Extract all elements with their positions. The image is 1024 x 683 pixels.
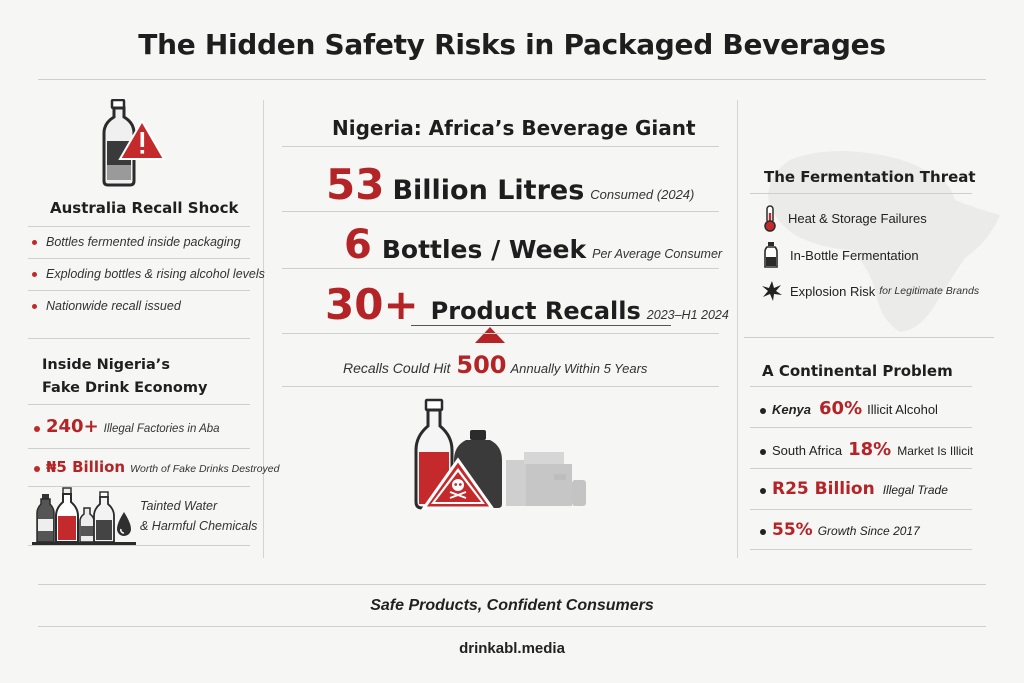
list-item: Explosion Risk for Legitimate Brands bbox=[762, 281, 979, 301]
stat-label: Billion Litres bbox=[392, 175, 585, 206]
projection-value: 500 bbox=[456, 351, 507, 379]
stat-row: ₦5 Billion Worth of Fake Drinks Destroye… bbox=[34, 458, 279, 476]
hazard-bottles-icon bbox=[414, 398, 586, 510]
stat-value: 18% bbox=[848, 439, 892, 460]
divider bbox=[282, 333, 719, 334]
stat-note: Consumed (2024) bbox=[590, 187, 695, 202]
stat-label: Illegal Factories in Aba bbox=[103, 423, 220, 435]
up-arrow-icon bbox=[475, 327, 505, 343]
stat-value: 53 bbox=[326, 160, 385, 209]
footer-divider bbox=[38, 626, 986, 627]
section-divider bbox=[28, 338, 250, 339]
divider bbox=[28, 226, 250, 227]
list-item: Bottles fermented inside packaging bbox=[32, 235, 241, 249]
stat-value: R25 Billion bbox=[772, 479, 875, 499]
bullet-icon bbox=[760, 488, 766, 494]
stat-row-litres: 53 Billion Litres Consumed (2024) bbox=[326, 160, 694, 209]
stat-value: 6 bbox=[344, 222, 372, 268]
divider bbox=[750, 549, 972, 550]
divider bbox=[282, 268, 719, 269]
divider bbox=[750, 193, 972, 194]
bullet-icon bbox=[32, 303, 37, 309]
list-item: Exploding bottles & rising alcohol level… bbox=[32, 267, 265, 281]
underline bbox=[411, 325, 671, 326]
footer-divider bbox=[38, 584, 986, 585]
stat-row: R25 Billion Illegal Trade bbox=[760, 479, 948, 499]
stat-note: 2023–H1 2024 bbox=[646, 308, 729, 322]
divider bbox=[28, 258, 250, 259]
bullet-icon bbox=[760, 449, 766, 455]
divider bbox=[750, 468, 972, 469]
projection-suffix: Annually Within 5 Years bbox=[510, 361, 648, 376]
stat-label: Product Recalls bbox=[430, 297, 641, 325]
title-divider bbox=[38, 79, 986, 80]
list-item: In-Bottle Fermentation bbox=[764, 241, 919, 269]
divider bbox=[28, 545, 250, 546]
fake-economy-heading-line1: Inside Nigeria’s bbox=[42, 357, 170, 373]
stat-value: 55% bbox=[772, 520, 813, 540]
divider bbox=[750, 509, 972, 510]
fermentation-heading: The Fermentation Threat bbox=[764, 168, 976, 186]
stat-row: Kenya 60% Illicit Alcohol bbox=[760, 398, 938, 419]
thermometer-icon bbox=[764, 205, 776, 232]
divider bbox=[28, 486, 250, 487]
bullet-icon bbox=[760, 529, 766, 535]
explosion-icon bbox=[762, 281, 782, 301]
fake-economy-heading-line2: Fake Drink Economy bbox=[42, 380, 208, 396]
stat-value: 240+ bbox=[46, 416, 99, 437]
bottles-contamination-icon bbox=[32, 487, 136, 545]
footer-site-link[interactable]: drinkabl.media bbox=[459, 640, 565, 657]
projection-row: Recalls Could Hit 500 Annually Within 5 … bbox=[343, 351, 647, 379]
stat-value: 30+ bbox=[325, 280, 419, 329]
center-heading: Nigeria: Africa’s Beverage Giant bbox=[332, 116, 696, 140]
divider bbox=[28, 290, 250, 291]
bottle-warning-icon bbox=[102, 99, 166, 187]
stat-row: 55% Growth Since 2017 bbox=[760, 520, 920, 540]
stat-row-recalls: 30+ Product Recalls 2023–H1 2024 bbox=[325, 280, 729, 329]
stat-label: Bottles / Week bbox=[381, 235, 587, 264]
bullet-icon bbox=[760, 408, 766, 414]
page-title: The Hidden Safety Risks in Packaged Beve… bbox=[138, 28, 886, 61]
list-item: Nationwide recall issued bbox=[32, 299, 181, 313]
footer-tagline: Safe Products, Confident Consumers bbox=[370, 597, 654, 614]
stat-label: Worth of Fake Drinks Destroyed bbox=[130, 463, 280, 475]
bottle-icon bbox=[764, 242, 778, 268]
bullet-icon bbox=[34, 426, 40, 432]
stat-row: 240+ Illegal Factories in Aba bbox=[34, 416, 220, 437]
stat-value: 60% bbox=[819, 398, 863, 419]
divider bbox=[282, 386, 719, 387]
stat-row: South Africa 18% Market Is Illicit bbox=[760, 439, 973, 460]
divider bbox=[282, 146, 719, 147]
divider bbox=[28, 404, 250, 405]
bullet-icon bbox=[32, 271, 37, 277]
africa-map-icon bbox=[768, 151, 1000, 332]
stat-row-bottles: 6 Bottles / Week Per Average Consumer bbox=[344, 222, 722, 268]
divider bbox=[750, 427, 972, 428]
continental-heading: A Continental Problem bbox=[762, 362, 953, 380]
australia-heading: Australia Recall Shock bbox=[50, 199, 239, 217]
stat-note: Per Average Consumer bbox=[592, 247, 723, 261]
divider bbox=[282, 211, 719, 212]
projection-prefix: Recalls Could Hit bbox=[343, 360, 451, 376]
list-item: Heat & Storage Failures bbox=[762, 204, 927, 232]
divider bbox=[28, 448, 250, 449]
tainted-water-line2: & Harmful Chemicals bbox=[140, 519, 258, 533]
stat-value: ₦5 Billion bbox=[46, 458, 126, 476]
bullet-icon bbox=[34, 466, 40, 472]
column-divider-left bbox=[263, 100, 264, 558]
bullet-icon bbox=[32, 239, 37, 245]
divider bbox=[750, 386, 972, 387]
tainted-water-line1: Tainted Water bbox=[140, 499, 218, 513]
section-divider bbox=[744, 337, 994, 338]
column-divider-right bbox=[737, 100, 738, 558]
